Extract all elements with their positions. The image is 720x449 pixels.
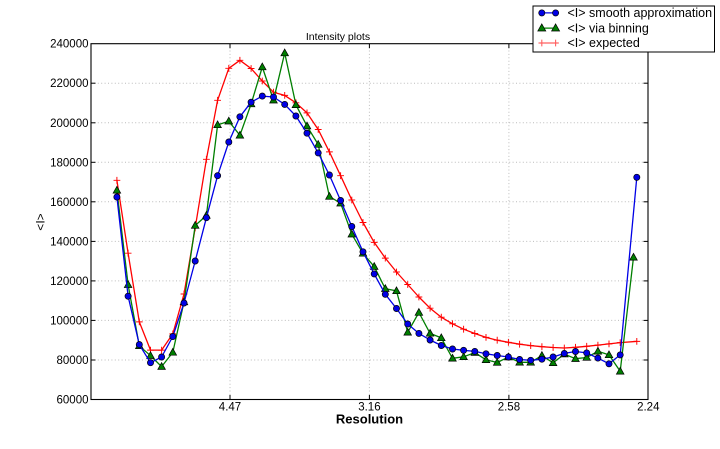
svg-text:2.24: 2.24 xyxy=(637,402,660,414)
svg-text:<I> via binning: <I> via binning xyxy=(568,21,649,35)
svg-text:2.58: 2.58 xyxy=(498,402,520,414)
svg-text:60000: 60000 xyxy=(57,395,89,407)
svg-text:160000: 160000 xyxy=(50,197,88,209)
svg-text:200000: 200000 xyxy=(50,118,88,130)
svg-text:<I>: <I> xyxy=(34,213,48,230)
svg-text:<I> expected: <I> expected xyxy=(568,36,640,50)
svg-text:80000: 80000 xyxy=(57,355,89,367)
svg-text:220000: 220000 xyxy=(50,78,88,90)
svg-text:<I> smooth approximation: <I> smooth approximation xyxy=(568,6,713,20)
svg-text:180000: 180000 xyxy=(50,157,88,169)
svg-text:120000: 120000 xyxy=(50,276,88,288)
svg-text:Resolution: Resolution xyxy=(336,412,403,427)
svg-text:4.47: 4.47 xyxy=(219,402,241,414)
svg-text:140000: 140000 xyxy=(50,236,88,248)
svg-text:Intensity plots: Intensity plots xyxy=(306,31,370,43)
svg-text:3.16: 3.16 xyxy=(358,402,380,414)
svg-text:100000: 100000 xyxy=(50,315,88,327)
svg-text:240000: 240000 xyxy=(50,39,88,51)
